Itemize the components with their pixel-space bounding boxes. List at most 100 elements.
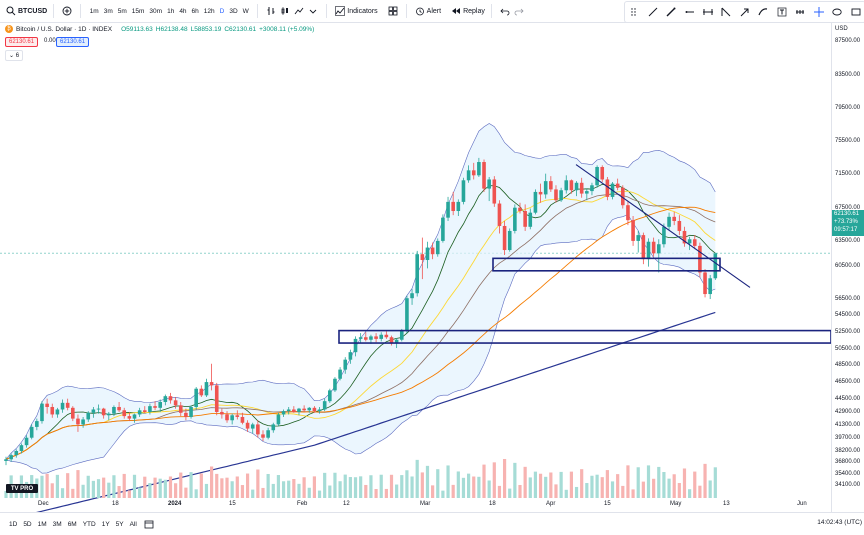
pen-icon[interactable]	[666, 7, 676, 17]
range-6m[interactable]: 6M	[67, 520, 77, 528]
volume-bar	[194, 489, 198, 498]
undo-redo	[494, 0, 530, 22]
redo-icon[interactable]	[514, 6, 524, 16]
candle-body	[132, 414, 137, 419]
calendar-icon[interactable]	[144, 519, 154, 529]
timeframe-30m[interactable]: 30m	[149, 7, 163, 15]
range-all[interactable]: All	[129, 520, 137, 528]
measure-icon[interactable]	[795, 7, 805, 17]
compare-button[interactable]	[56, 0, 78, 22]
timeframe-15m[interactable]: 15m	[131, 7, 145, 15]
volume-bar	[549, 472, 553, 498]
volume-bar	[225, 477, 229, 498]
volume-bar	[379, 474, 383, 498]
candle-body	[569, 180, 574, 191]
range-ytd[interactable]: YTD	[82, 520, 96, 528]
indicator-collapse[interactable]: ⌄ 6	[5, 50, 24, 61]
volume-bar	[261, 487, 265, 498]
timeframe-12h[interactable]: 12h	[203, 7, 215, 15]
time-label: 13	[723, 501, 730, 507]
chart-type-buttons	[260, 0, 324, 22]
time-axis[interactable]: Dec 18 2024 15 Feb 12 Mar 18 Apr 15 May 13 Jun	[0, 498, 831, 512]
volume-bar	[364, 484, 368, 498]
price-chart[interactable]	[0, 22, 831, 512]
candle-body	[204, 382, 209, 396]
timeframe-4h[interactable]: 4h	[179, 7, 187, 15]
candle-body	[292, 409, 296, 412]
rectangle-icon[interactable]	[851, 7, 861, 17]
candle-body	[595, 167, 599, 186]
timeframe-d[interactable]: D	[219, 7, 225, 15]
arrow-icon[interactable]	[740, 7, 750, 17]
candle-body	[286, 409, 291, 412]
text-icon[interactable]	[777, 7, 787, 17]
candles-icon[interactable]	[280, 6, 290, 16]
candle-body	[538, 191, 543, 195]
volume-bar	[333, 472, 337, 498]
ask-chip[interactable]: 62130.61	[56, 37, 90, 47]
range-1d[interactable]: 1D	[9, 520, 18, 528]
range-1m[interactable]: 1M	[37, 520, 47, 528]
candle-body	[651, 241, 656, 254]
candle-body	[199, 388, 204, 396]
volume-bar	[574, 486, 579, 498]
range-3m[interactable]: 3M	[52, 520, 62, 528]
candle-body	[137, 410, 142, 415]
timeframe-5m[interactable]: 5m	[117, 7, 127, 15]
ray-icon[interactable]	[721, 7, 731, 17]
candle-body	[554, 189, 558, 201]
legend-low: L58853.19	[190, 25, 222, 33]
drag-handle-icon[interactable]	[629, 7, 639, 17]
symbol-search[interactable]: BTCUSD	[0, 0, 51, 22]
volume-bar	[610, 481, 615, 498]
tradingview-logo[interactable]: TV PRO	[6, 484, 38, 493]
chevron-down-icon[interactable]	[308, 6, 318, 16]
trend-line-icon[interactable]	[648, 7, 658, 17]
ellipse-icon[interactable]	[832, 7, 842, 17]
timeframe-3d[interactable]: 3D	[229, 7, 238, 15]
horizontal-line-icon[interactable]	[703, 7, 714, 17]
timeframe-1h[interactable]: 1h	[167, 7, 175, 15]
candle-body	[117, 406, 121, 411]
replay-label: Replay	[463, 7, 485, 15]
volume-bar	[276, 475, 281, 498]
timeframe-6h[interactable]: 6h	[191, 7, 199, 15]
candle-body	[528, 212, 533, 227]
undo-icon[interactable]	[500, 6, 510, 16]
price-label: 79500.00	[835, 104, 861, 111]
indicators-button[interactable]: Indicators	[329, 0, 381, 22]
chart-legend: ₿ Bitcoin / U.S. Dollar · 1D · INDEX O59…	[5, 25, 314, 33]
timeframe-3m[interactable]: 3m	[103, 7, 113, 15]
range-1y[interactable]: 1Y	[101, 520, 110, 528]
replay-button[interactable]: Replay	[445, 0, 489, 22]
brush-icon[interactable]	[758, 7, 768, 17]
horizontal-ray-icon[interactable]	[685, 7, 695, 17]
timeframe-w[interactable]: W	[242, 7, 249, 15]
bid-chip[interactable]: 62130.61	[5, 37, 39, 47]
volume-bar	[353, 477, 358, 498]
candle-body	[281, 411, 286, 415]
currency-label: USD	[835, 26, 848, 32]
range-5y[interactable]: 5Y	[115, 520, 124, 528]
volume-bar	[672, 474, 676, 498]
utc-clock[interactable]: 14:02:43 (UTC)	[817, 519, 862, 526]
alert-button[interactable]: Alert	[409, 0, 445, 22]
volume-bar	[204, 483, 209, 498]
price-label: 38200.00	[835, 447, 861, 454]
bars-icon[interactable]	[266, 6, 276, 16]
candle-body	[564, 180, 569, 191]
candle-body	[590, 185, 594, 192]
candle-body	[333, 378, 337, 391]
line-chart-icon[interactable]	[294, 6, 304, 16]
volume-bar	[281, 481, 286, 498]
candle-body	[507, 230, 512, 251]
volume-bar	[713, 467, 717, 498]
timeframe-1m[interactable]: 1m	[89, 7, 99, 15]
price-axis[interactable]: USD 62130.61 +73.73% 09:57:17 87500.00 83…	[831, 22, 864, 512]
volume-bar	[60, 488, 65, 498]
volume-bar	[657, 466, 661, 498]
candle-body	[173, 400, 178, 406]
layouts-button[interactable]	[382, 0, 404, 22]
crosshair-icon[interactable]	[813, 7, 824, 17]
range-5d[interactable]: 5D	[23, 520, 32, 528]
